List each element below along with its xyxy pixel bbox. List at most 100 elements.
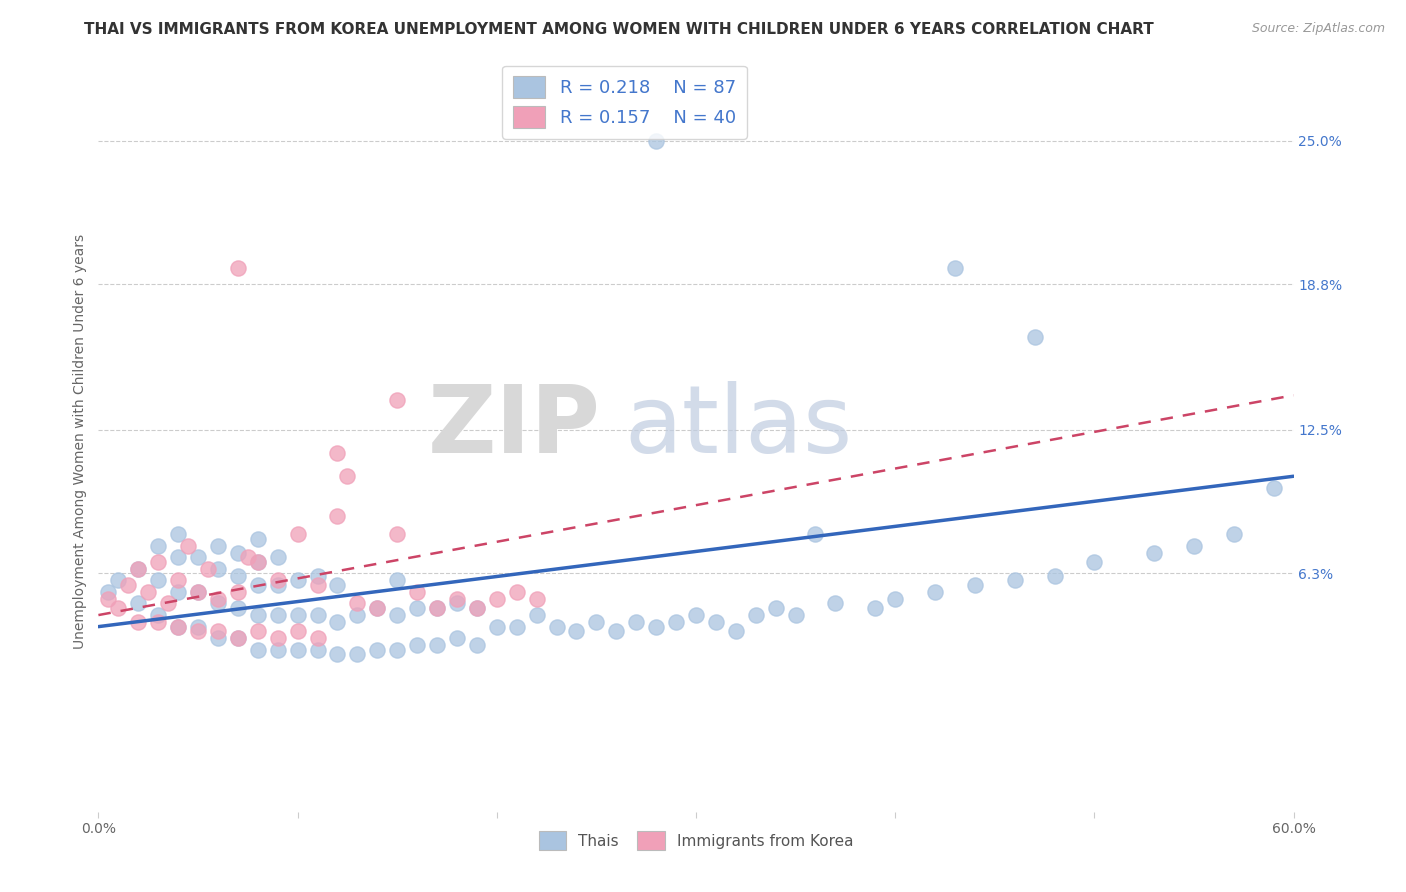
Point <box>187 619 209 633</box>
Point <box>287 527 309 541</box>
Point <box>645 134 668 148</box>
Point <box>963 578 986 592</box>
Point <box>1083 555 1105 569</box>
Point <box>465 601 488 615</box>
Point <box>187 585 209 599</box>
Point <box>287 574 309 588</box>
Point <box>426 601 449 615</box>
Point <box>1223 527 1246 541</box>
Text: ZIP: ZIP <box>427 381 600 473</box>
Point <box>385 527 409 541</box>
Point <box>127 562 149 576</box>
Text: atlas: atlas <box>624 381 852 473</box>
Point <box>406 638 429 652</box>
Point <box>704 615 727 629</box>
Point <box>148 608 170 623</box>
Point <box>127 562 149 576</box>
Text: THAI VS IMMIGRANTS FROM KOREA UNEMPLOYMENT AMONG WOMEN WITH CHILDREN UNDER 6 YEA: THAI VS IMMIGRANTS FROM KOREA UNEMPLOYME… <box>84 22 1154 37</box>
Point <box>167 527 190 541</box>
Point <box>546 619 568 633</box>
Point <box>207 562 229 576</box>
Point <box>506 585 529 599</box>
Point <box>366 642 388 657</box>
Point <box>287 608 309 623</box>
Point <box>406 601 429 615</box>
Text: Source: ZipAtlas.com: Source: ZipAtlas.com <box>1251 22 1385 36</box>
Point <box>97 591 120 606</box>
Point <box>685 608 707 623</box>
Point <box>167 574 190 588</box>
Point <box>207 597 229 611</box>
Point <box>804 527 827 541</box>
Point <box>207 591 229 606</box>
Point <box>197 562 219 576</box>
Point <box>326 446 349 460</box>
Point <box>226 585 249 599</box>
Point <box>626 615 648 629</box>
Point <box>446 597 468 611</box>
Point <box>1043 568 1066 582</box>
Point <box>565 624 588 639</box>
Point <box>346 597 368 611</box>
Point <box>246 555 269 569</box>
Point <box>426 601 449 615</box>
Point <box>465 638 488 652</box>
Point <box>326 615 349 629</box>
Point <box>226 260 249 275</box>
Point <box>267 608 290 623</box>
Point <box>924 585 946 599</box>
Point <box>127 597 149 611</box>
Point <box>177 539 200 553</box>
Point <box>745 608 768 623</box>
Point <box>148 539 170 553</box>
Point <box>246 608 269 623</box>
Point <box>167 550 190 565</box>
Point <box>943 260 966 275</box>
Point <box>326 508 349 523</box>
Point <box>1143 546 1166 560</box>
Point <box>226 631 249 645</box>
Point <box>287 642 309 657</box>
Point <box>336 469 359 483</box>
Point <box>226 631 249 645</box>
Point <box>148 615 170 629</box>
Point <box>446 591 468 606</box>
Point <box>226 601 249 615</box>
Point <box>385 608 409 623</box>
Point <box>307 568 329 582</box>
Point <box>187 624 209 639</box>
Point <box>246 555 269 569</box>
Point <box>366 601 388 615</box>
Point <box>127 615 149 629</box>
Point <box>267 574 290 588</box>
Point <box>366 601 388 615</box>
Point <box>585 615 607 629</box>
Point <box>1263 481 1285 495</box>
Point <box>246 532 269 546</box>
Point <box>326 578 349 592</box>
Point <box>307 642 329 657</box>
Point <box>485 619 508 633</box>
Point <box>824 597 846 611</box>
Y-axis label: Unemployment Among Women with Children Under 6 years: Unemployment Among Women with Children U… <box>73 234 87 649</box>
Point <box>148 555 170 569</box>
Point <box>207 631 229 645</box>
Point <box>267 578 290 592</box>
Point <box>724 624 747 639</box>
Point <box>267 642 290 657</box>
Point <box>406 585 429 599</box>
Point <box>385 642 409 657</box>
Point <box>884 591 907 606</box>
Point <box>148 574 170 588</box>
Point <box>485 591 508 606</box>
Point <box>207 624 229 639</box>
Point <box>1004 574 1026 588</box>
Point <box>506 619 529 633</box>
Point <box>157 597 180 611</box>
Point <box>385 574 409 588</box>
Point <box>665 615 688 629</box>
Point <box>346 608 368 623</box>
Point <box>326 648 349 662</box>
Point <box>167 585 190 599</box>
Point <box>307 578 329 592</box>
